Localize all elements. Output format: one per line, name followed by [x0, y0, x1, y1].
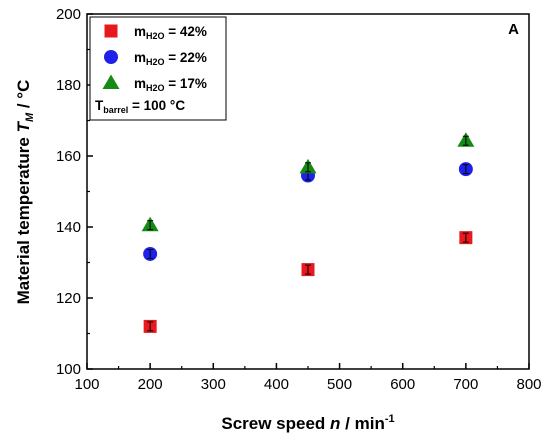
x-axis-title-prefix: Screw speed [221, 414, 330, 433]
x-tick-label: 300 [201, 376, 226, 393]
legend-entry-sub: H2O [146, 57, 165, 67]
legend-entry-sub: H2O [146, 31, 165, 41]
legend-entry-suffix: = 17% [165, 76, 207, 91]
data-points [141, 132, 475, 333]
legend-marker-triangle [102, 74, 120, 89]
y-axis-title-var-sub: M [24, 112, 36, 122]
x-axis-title-var: n [330, 414, 340, 433]
legend-marker-square [104, 24, 118, 38]
legend-annotation: Tbarrel = 100 °C [95, 98, 185, 115]
x-tick-label: 700 [453, 376, 478, 393]
x-axis: 100 200 300 400 500 600 700 800 [74, 363, 542, 393]
legend-entry-var: m [134, 50, 146, 65]
annotation-suffix: = 100 °C [128, 98, 185, 113]
y-tick-label: 140 [56, 219, 81, 236]
legend-entry-label: mH2O = 42% [134, 24, 207, 41]
legend: mH2O = 42%mH2O = 22%mH2O = 17% Tbarrel =… [89, 16, 227, 121]
x-tick-label: 400 [264, 376, 289, 393]
y-axis-title-suffix: / °C [14, 80, 33, 113]
x-tick-label: 100 [74, 376, 99, 393]
legend-entry-var: m [134, 76, 146, 91]
legend-entry-suffix: = 42% [165, 24, 207, 39]
x-axis-title: Screw speed n / min-1 [221, 413, 394, 433]
panel-label: A [508, 21, 519, 38]
x-axis-title-sup: -1 [385, 413, 395, 425]
x-tick-label: 600 [390, 376, 415, 393]
y-axis-title: Material temperature TM / °C [14, 80, 36, 305]
legend-entry-label: mH2O = 22% [134, 50, 207, 67]
y-axis-title-prefix: Material temperature [14, 132, 33, 304]
y-tick-label: 180 [56, 77, 81, 94]
legend-entry-suffix: = 22% [165, 50, 207, 65]
y-tick-label: 120 [56, 290, 81, 307]
y-tick-label: 100 [56, 361, 81, 378]
annotation-label: T [95, 98, 104, 113]
x-tick-label: 800 [516, 376, 541, 393]
y-axis-title-var: T [14, 120, 33, 132]
x-tick-label: 200 [138, 376, 163, 393]
legend-entry-label: mH2O = 17% [134, 76, 207, 93]
y-tick-label: 200 [56, 6, 81, 23]
x-tick-label: 500 [327, 376, 352, 393]
legend-entry-sub: H2O [146, 83, 165, 93]
annotation-sub: barrel [103, 105, 128, 115]
y-tick-label: 160 [56, 148, 81, 165]
y-axis: 100 120 140 160 180 200 [56, 6, 93, 378]
x-axis-title-suffix: / min [340, 414, 384, 433]
legend-marker-circle [104, 50, 118, 64]
legend-entry-var: m [134, 24, 146, 39]
